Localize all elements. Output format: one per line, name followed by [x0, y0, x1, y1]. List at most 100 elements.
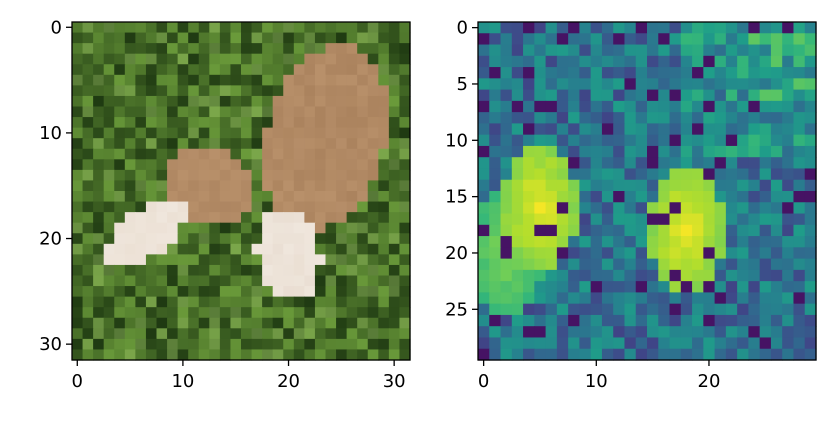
image-pixel — [82, 222, 94, 234]
heatmap-cell — [669, 326, 682, 339]
image-pixel — [124, 254, 136, 266]
image-pixel — [209, 233, 221, 245]
image-pixel — [378, 22, 390, 34]
heatmap-cell — [545, 100, 558, 113]
heatmap-cell — [793, 112, 806, 124]
image-pixel — [230, 212, 242, 224]
image-pixel — [219, 212, 232, 224]
image-pixel — [272, 22, 284, 34]
image-pixel — [167, 148, 179, 160]
image-pixel — [388, 307, 401, 319]
heatmap-cell — [579, 179, 592, 192]
image-pixel — [156, 138, 168, 150]
image-pixel — [388, 328, 401, 340]
heatmap-cell — [703, 89, 716, 102]
heatmap-cell — [759, 269, 772, 282]
image-pixel — [399, 169, 411, 182]
image-pixel — [198, 296, 210, 308]
heatmap-cell — [556, 89, 569, 102]
heatmap-cell — [590, 314, 603, 327]
image-pixel — [262, 180, 274, 192]
image-pixel — [241, 264, 253, 277]
image-pixel — [198, 64, 210, 76]
image-pixel — [367, 286, 379, 298]
image-pixel — [156, 148, 168, 160]
heatmap-cell — [489, 78, 502, 91]
heatmap-cell — [714, 303, 727, 316]
heatmap-cell — [613, 157, 626, 170]
image-pixel — [336, 212, 348, 224]
image-pixel — [283, 22, 295, 34]
heatmap-cell — [500, 281, 513, 293]
image-pixel — [72, 212, 84, 224]
heatmap-cell — [793, 123, 806, 136]
image-pixel — [93, 233, 105, 245]
heatmap-cell — [624, 89, 637, 102]
heatmap-cell — [478, 44, 490, 57]
image-pixel — [167, 328, 179, 340]
heatmap-cell — [714, 202, 727, 215]
heatmap-cell — [692, 179, 704, 192]
image-pixel — [93, 191, 105, 203]
heatmap-cell — [658, 78, 671, 91]
image-pixel — [156, 275, 168, 287]
heatmap-cell — [703, 134, 716, 147]
image-pixel — [251, 254, 263, 266]
heatmap-cell — [613, 33, 626, 46]
heatmap-cell — [782, 191, 795, 203]
heatmap-cell — [725, 55, 738, 68]
heatmap-cell — [624, 337, 637, 350]
heatmap-cell — [579, 123, 592, 136]
image-pixel — [293, 201, 305, 213]
image-pixel — [198, 212, 210, 224]
image-pixel — [272, 169, 284, 182]
image-pixel — [336, 275, 348, 287]
heatmap-cell — [500, 202, 513, 215]
image-pixel — [346, 191, 358, 203]
heatmap-cell — [703, 168, 716, 181]
image-pixel — [145, 212, 158, 224]
heatmap-cell — [511, 157, 524, 170]
heatmap-cell — [511, 326, 524, 339]
image-pixel — [219, 85, 232, 97]
heatmap-cell — [737, 191, 749, 203]
heatmap-cell — [714, 157, 727, 170]
heatmap-cell — [804, 213, 817, 226]
image-pixel — [357, 169, 369, 182]
image-pixel — [336, 148, 348, 160]
image-pixel — [378, 127, 390, 139]
heatmap-cell — [545, 337, 558, 350]
image-pixel — [82, 338, 94, 351]
heatmap-cell — [692, 281, 704, 293]
heatmap-cell — [737, 33, 749, 46]
heatmap-cell — [793, 134, 806, 147]
image-pixel — [378, 117, 390, 129]
image-pixel — [103, 74, 115, 86]
heatmap-cell — [601, 314, 614, 327]
heatmap-cell — [500, 326, 513, 339]
heatmap-cell — [613, 55, 626, 68]
image-pixel — [388, 180, 401, 192]
heatmap-cell — [647, 247, 659, 260]
image-pixel — [251, 127, 263, 139]
image-pixel — [399, 307, 411, 319]
image-pixel — [82, 53, 94, 65]
image-pixel — [399, 43, 411, 55]
heatmap-cell — [647, 179, 659, 192]
heatmap-cell — [500, 134, 513, 147]
heatmap-cell — [703, 236, 716, 248]
heatmap-cell — [658, 89, 671, 102]
heatmap-cell — [793, 292, 806, 305]
heatmap-cell — [703, 326, 716, 339]
image-pixel — [82, 201, 94, 213]
heatmap-cell — [613, 258, 626, 271]
heatmap-cell — [669, 134, 682, 147]
heatmap-cell — [624, 55, 637, 68]
heatmap-cell — [647, 269, 659, 282]
heatmap-cell — [804, 100, 817, 113]
heatmap-cell — [579, 67, 592, 79]
heatmap-cell — [804, 202, 817, 215]
heatmap-cell — [500, 269, 513, 282]
image-pixel — [167, 180, 179, 192]
heatmap-cell — [545, 157, 558, 170]
